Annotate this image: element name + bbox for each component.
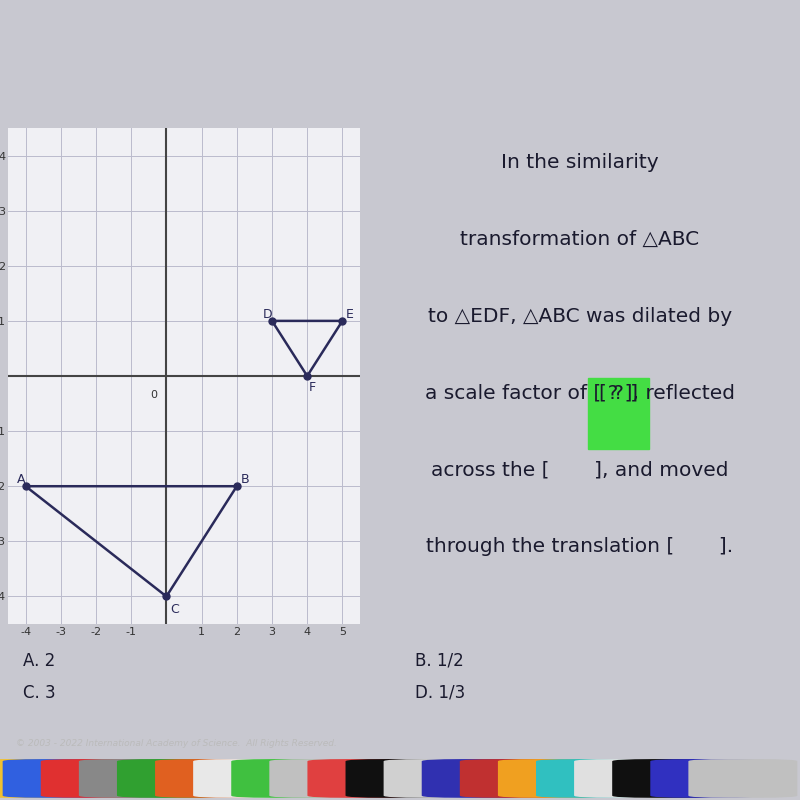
- Text: D. 1/3: D. 1/3: [415, 684, 466, 702]
- Text: across the [       ], and moved: across the [ ], and moved: [431, 460, 729, 479]
- Text: D: D: [263, 308, 273, 321]
- FancyBboxPatch shape: [307, 759, 416, 798]
- Text: transformation of △ABC: transformation of △ABC: [461, 230, 699, 249]
- Text: B. 1/2: B. 1/2: [415, 652, 464, 670]
- FancyBboxPatch shape: [650, 759, 759, 798]
- FancyBboxPatch shape: [688, 759, 798, 798]
- FancyBboxPatch shape: [41, 759, 150, 798]
- FancyBboxPatch shape: [574, 759, 683, 798]
- FancyBboxPatch shape: [193, 759, 302, 798]
- Text: E: E: [346, 308, 354, 321]
- FancyBboxPatch shape: [2, 759, 112, 798]
- FancyBboxPatch shape: [612, 759, 721, 798]
- Text: to △EDF, △ABC was dilated by: to △EDF, △ABC was dilated by: [428, 306, 732, 326]
- Text: In the similarity: In the similarity: [501, 153, 659, 172]
- FancyBboxPatch shape: [460, 759, 569, 798]
- Text: B: B: [240, 474, 249, 486]
- Text: [ ? ]: [ ? ]: [599, 383, 638, 402]
- FancyBboxPatch shape: [155, 759, 264, 798]
- Text: A. 2: A. 2: [23, 652, 55, 670]
- FancyBboxPatch shape: [384, 759, 493, 798]
- FancyBboxPatch shape: [498, 759, 607, 798]
- FancyBboxPatch shape: [270, 759, 378, 798]
- FancyBboxPatch shape: [0, 759, 74, 798]
- FancyBboxPatch shape: [231, 759, 340, 798]
- Text: © 2003 - 2022 International Academy of Science.  All Rights Reserved.: © 2003 - 2022 International Academy of S…: [16, 738, 337, 748]
- Text: through the translation [       ].: through the translation [ ].: [426, 538, 734, 556]
- FancyBboxPatch shape: [79, 759, 188, 798]
- FancyBboxPatch shape: [588, 378, 650, 449]
- FancyBboxPatch shape: [346, 759, 454, 798]
- FancyBboxPatch shape: [422, 759, 530, 798]
- Text: C: C: [170, 603, 178, 616]
- Text: C. 3: C. 3: [23, 684, 56, 702]
- Text: A: A: [17, 474, 26, 486]
- FancyBboxPatch shape: [117, 759, 226, 798]
- Text: F: F: [309, 382, 316, 394]
- Text: a scale factor of [ ? ], reflected: a scale factor of [ ? ], reflected: [425, 383, 735, 402]
- Text: 0: 0: [150, 390, 158, 400]
- FancyBboxPatch shape: [536, 759, 645, 798]
